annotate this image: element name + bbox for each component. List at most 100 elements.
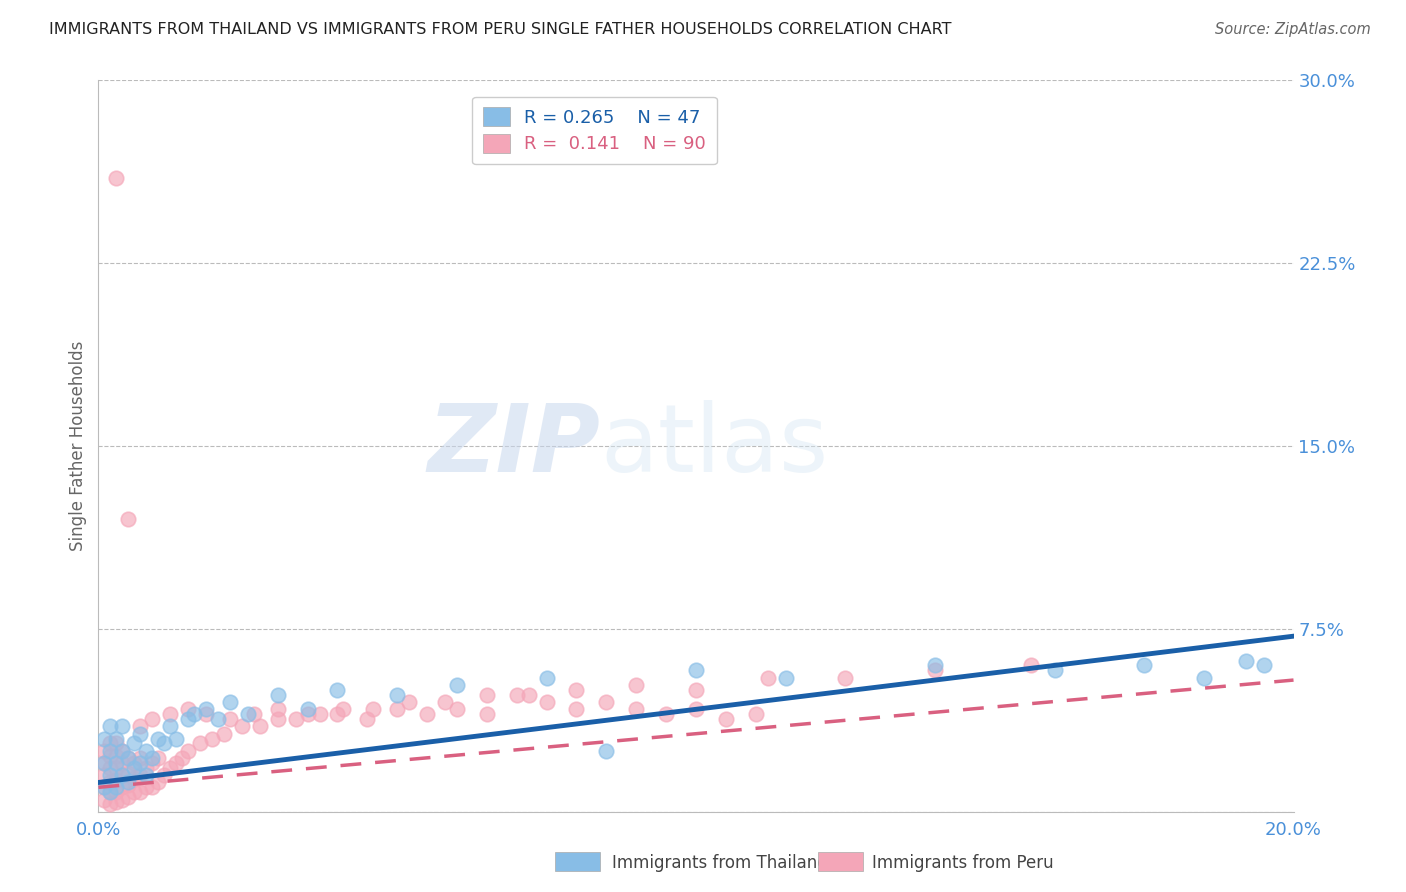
Point <box>177 744 200 758</box>
Point <box>124 736 146 750</box>
Point <box>177 712 200 726</box>
Legend: R = 0.265    N = 47, R =  0.141    N = 90: R = 0.265 N = 47, R = 0.141 N = 90 <box>472 96 717 164</box>
Point <box>249 719 271 733</box>
Point <box>129 768 152 782</box>
Point <box>595 695 617 709</box>
Point <box>148 775 170 789</box>
Point <box>385 688 409 702</box>
Point <box>416 707 439 722</box>
Point <box>98 785 122 799</box>
Point <box>356 712 378 726</box>
Point <box>129 751 152 765</box>
Point <box>105 731 128 746</box>
Point <box>195 707 218 722</box>
Point <box>135 768 157 782</box>
Point <box>595 744 617 758</box>
Point <box>775 671 797 685</box>
Point <box>98 736 122 750</box>
Point <box>1234 654 1257 668</box>
Point <box>98 775 122 789</box>
Point <box>98 785 122 799</box>
Point <box>236 707 259 722</box>
Point <box>117 512 139 526</box>
Point <box>111 756 134 770</box>
Point <box>1192 671 1215 685</box>
Point <box>93 768 115 782</box>
Point <box>267 702 290 716</box>
Point <box>231 719 253 733</box>
Point <box>124 771 146 785</box>
Point <box>105 780 128 795</box>
Point <box>93 756 115 770</box>
Point <box>117 778 139 792</box>
Point <box>129 785 152 799</box>
Point <box>212 727 235 741</box>
Point <box>111 768 134 782</box>
Point <box>398 695 420 709</box>
Point <box>129 727 152 741</box>
Point <box>129 719 152 733</box>
Point <box>98 719 122 733</box>
Point <box>159 761 181 775</box>
Point <box>105 772 128 787</box>
Text: IMMIGRANTS FROM THAILAND VS IMMIGRANTS FROM PERU SINGLE FATHER HOUSEHOLDS CORREL: IMMIGRANTS FROM THAILAND VS IMMIGRANTS F… <box>49 22 952 37</box>
Point <box>536 671 558 685</box>
Point <box>284 712 307 726</box>
Point <box>153 768 176 782</box>
Point <box>177 702 200 716</box>
Point <box>297 702 319 716</box>
Point <box>565 702 588 716</box>
Point <box>536 695 558 709</box>
Point <box>117 790 139 805</box>
Point <box>297 707 319 722</box>
Point <box>308 707 330 722</box>
Point <box>183 707 205 722</box>
Point <box>117 751 139 765</box>
Point <box>1019 658 1042 673</box>
Point <box>135 780 157 795</box>
Point <box>141 712 163 726</box>
Point <box>517 688 540 702</box>
Point <box>98 768 122 782</box>
Point <box>93 756 115 770</box>
Point <box>685 663 707 677</box>
Point <box>165 756 187 770</box>
Point <box>745 707 768 722</box>
Point <box>111 744 134 758</box>
Point <box>117 765 139 780</box>
Point <box>332 702 354 716</box>
Point <box>626 702 648 716</box>
Point <box>1253 658 1275 673</box>
Point <box>124 756 146 770</box>
Text: Immigrants from Thailand: Immigrants from Thailand <box>612 854 827 871</box>
Point <box>385 702 409 716</box>
Point <box>141 751 163 765</box>
Point <box>195 702 218 716</box>
Point <box>188 736 211 750</box>
Point <box>153 736 176 750</box>
Point <box>685 702 707 716</box>
Point <box>141 756 163 770</box>
Point <box>434 695 457 709</box>
Point <box>111 780 134 795</box>
Point <box>117 751 139 765</box>
Point <box>475 688 498 702</box>
Point <box>924 658 946 673</box>
Point <box>159 707 181 722</box>
Point <box>565 682 588 697</box>
Point <box>105 761 128 775</box>
Point <box>105 785 128 799</box>
Point <box>98 761 122 775</box>
Point <box>201 731 224 746</box>
Point <box>129 756 152 770</box>
Text: Immigrants from Peru: Immigrants from Peru <box>872 854 1053 871</box>
Point <box>685 682 707 697</box>
Point <box>655 707 678 722</box>
Point <box>93 780 115 795</box>
Point <box>93 731 115 746</box>
Point <box>219 695 242 709</box>
Point <box>446 702 468 716</box>
Point <box>326 682 349 697</box>
Point <box>105 170 128 185</box>
Point <box>93 780 115 795</box>
